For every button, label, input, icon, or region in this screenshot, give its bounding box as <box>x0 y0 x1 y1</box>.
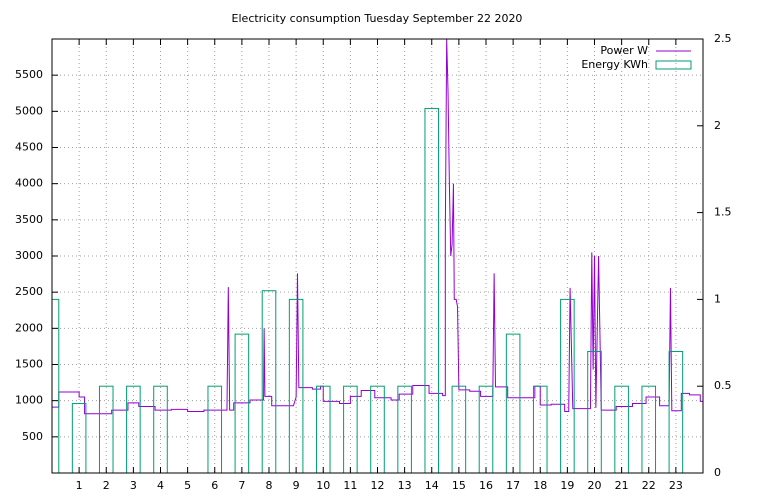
y-tick-label: 5000 <box>15 104 43 117</box>
energy-box <box>126 385 141 473</box>
y-tick-label: 3000 <box>15 249 43 262</box>
energy-box <box>397 385 412 473</box>
y2-tick-label: 0.5 <box>714 379 732 392</box>
energy-box <box>315 385 331 473</box>
energy-box <box>261 290 277 473</box>
x-tick-label: 16 <box>479 479 493 492</box>
energy-box <box>451 385 467 473</box>
y-tick-label: 4500 <box>15 141 43 154</box>
plot-area <box>52 39 703 473</box>
x-tick-label: 22 <box>642 479 656 492</box>
x-tick-label: 3 <box>130 479 137 492</box>
energy-box <box>641 385 657 473</box>
x-tick-label: 23 <box>669 479 683 492</box>
x-tick-label: 20 <box>588 479 602 492</box>
x-tick-label: 9 <box>293 479 300 492</box>
energy-box <box>234 333 250 473</box>
x-tick-label: 18 <box>533 479 547 492</box>
energy-box <box>478 385 494 473</box>
y-tick-label: 500 <box>22 430 43 443</box>
x-tick-label: 14 <box>425 479 439 492</box>
x-tick-label: 15 <box>452 479 466 492</box>
energy-box <box>587 350 602 473</box>
y2-tick-label: 2 <box>714 119 721 132</box>
y-tick-label: 1000 <box>15 394 43 407</box>
legend-label: Power W <box>600 44 648 57</box>
y2-tick-label: 1 <box>714 292 721 305</box>
energy-box <box>343 385 358 473</box>
y2-tick-label: 0 <box>714 466 721 479</box>
x-tick-label: 12 <box>371 479 385 492</box>
x-tick-label: 19 <box>560 479 574 492</box>
x-tick-label: 4 <box>157 479 164 492</box>
x-tick-label: 1 <box>76 479 83 492</box>
energy-box <box>614 385 629 473</box>
x-tick-label: 8 <box>266 479 273 492</box>
energy-box <box>207 385 223 473</box>
energy-box <box>532 385 548 473</box>
energy-box <box>98 385 114 473</box>
x-tick-label: 5 <box>184 479 191 492</box>
x-tick-label: 6 <box>211 479 218 492</box>
energy-box <box>52 298 60 473</box>
x-tick-label: 2 <box>103 479 110 492</box>
energy-box <box>505 333 521 473</box>
y-tick-label: 4000 <box>15 177 43 190</box>
energy-box <box>288 298 304 473</box>
grid <box>52 39 703 473</box>
x-tick-label: 7 <box>238 479 245 492</box>
x-tick-label: 10 <box>316 479 330 492</box>
y2-tick-label: 2.5 <box>714 32 732 45</box>
x-tick-label: 11 <box>343 479 357 492</box>
energy-box <box>71 403 87 473</box>
energy-box <box>668 350 684 473</box>
x-tick-label: 13 <box>398 479 412 492</box>
y2-tick-label: 1.5 <box>714 206 732 219</box>
y-tick-label: 3500 <box>15 213 43 226</box>
energy-box <box>424 107 440 473</box>
y-tick-label: 1500 <box>15 358 43 371</box>
y-tick-label: 2500 <box>15 285 43 298</box>
y-tick-label: 5500 <box>15 68 43 81</box>
x-tick-label: 17 <box>506 479 520 492</box>
legend-swatch <box>655 60 692 70</box>
energy-box <box>370 385 385 473</box>
legend-label: Energy KWh <box>581 58 648 71</box>
power-line <box>52 39 703 415</box>
energy-box <box>153 385 168 473</box>
chart-title: Electricity consumption Tuesday Septembe… <box>232 12 523 25</box>
y-tick-label: 2000 <box>15 321 43 334</box>
x-tick-label: 21 <box>615 479 629 492</box>
energy-box <box>560 298 575 473</box>
